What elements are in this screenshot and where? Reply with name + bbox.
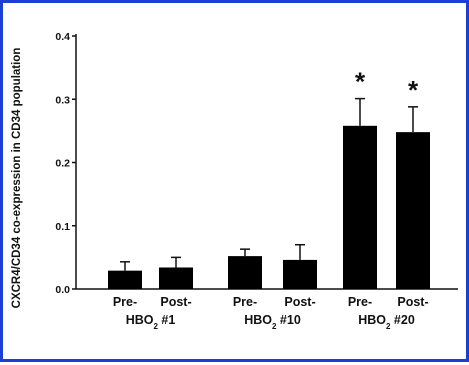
bars: * * bbox=[108, 67, 430, 289]
bar bbox=[228, 256, 262, 289]
x-category-label: Post- bbox=[284, 295, 315, 309]
bar bbox=[283, 259, 317, 289]
significance-marker: * bbox=[408, 75, 419, 105]
y-tick-label: 0.2 bbox=[55, 158, 70, 170]
x-group-label: HBO2 #1 bbox=[126, 313, 176, 331]
x-category-label: Pre- bbox=[233, 295, 257, 309]
y-tick-label: 0.3 bbox=[55, 94, 70, 106]
y-axis-label: CXCR4/CD34 co-expression in CD34 populat… bbox=[11, 48, 23, 309]
x-group-label: HBO2 #20 bbox=[358, 313, 415, 331]
bar bbox=[108, 270, 142, 289]
x-category-label: Post- bbox=[160, 295, 191, 309]
bar bbox=[343, 125, 377, 289]
significance-marker: * bbox=[355, 67, 366, 97]
x-category-label: Post- bbox=[397, 295, 428, 309]
x-labels: Pre- Post- Pre- Post- Pre- Post- HBO2 #1 HBO2 #… bbox=[113, 295, 429, 331]
bar-chart: 0.00.10.20.30.4 * * Pre- Post- Pre- Post- Pre… bbox=[11, 31, 458, 331]
y-tick-label: 0.4 bbox=[55, 31, 70, 43]
bar bbox=[396, 132, 430, 289]
x-category-label: Pre- bbox=[348, 295, 372, 309]
x-group-label: HBO2 #10 bbox=[244, 313, 301, 331]
x-category-label: Pre- bbox=[113, 295, 137, 309]
y-tick-label: 0.0 bbox=[55, 284, 70, 296]
bar bbox=[159, 267, 193, 289]
y-tick-label: 0.1 bbox=[55, 221, 70, 233]
y-ticks: 0.0 0.1 0.2 0.3 0.4 bbox=[55, 31, 76, 296]
